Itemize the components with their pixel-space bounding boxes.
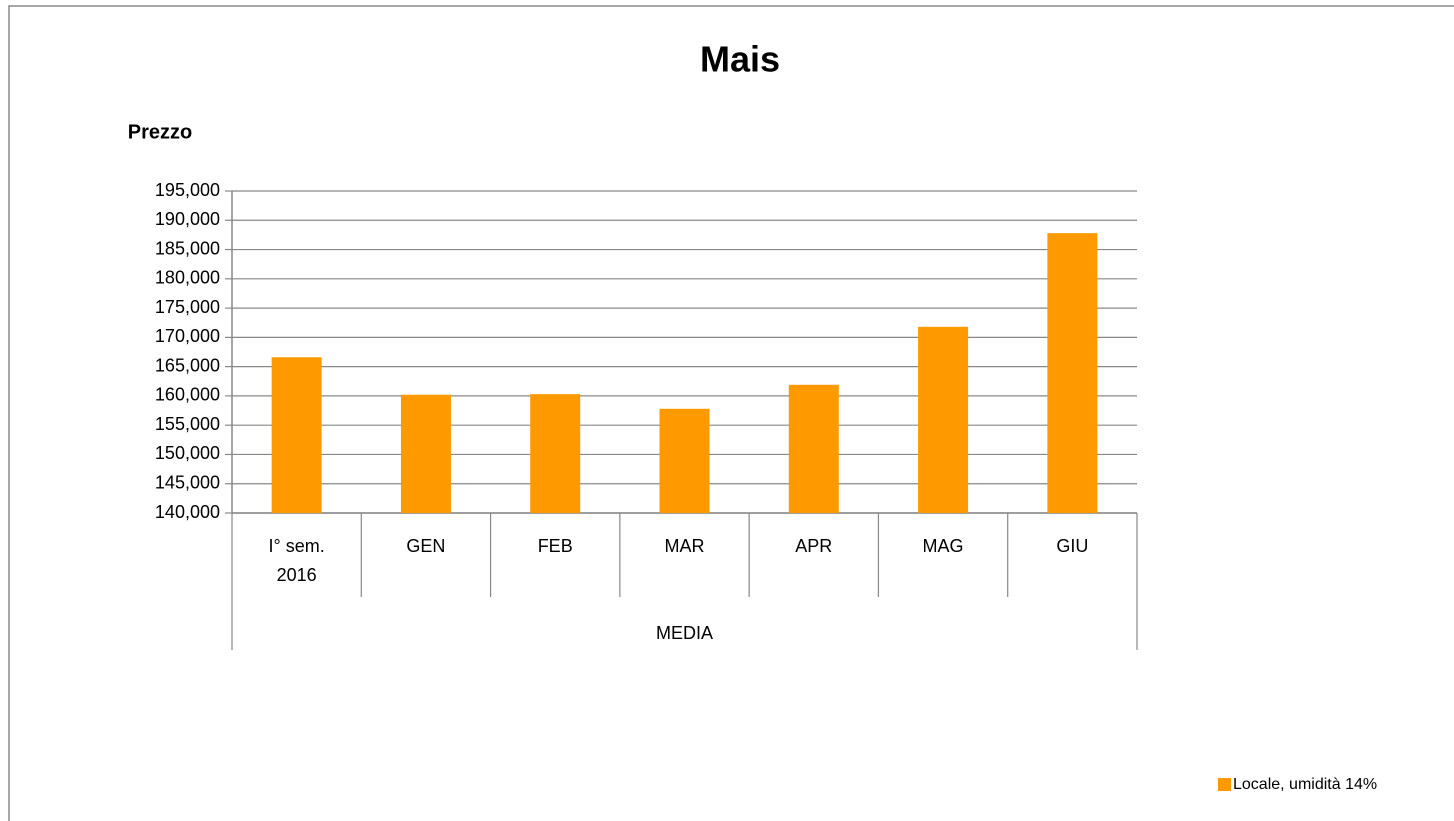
bar: [530, 394, 581, 513]
y-tick-label: 145,000: [155, 472, 220, 492]
x-tick-label: I° sem. 2016: [268, 536, 325, 585]
y-tick-label: 185,000: [155, 238, 220, 258]
bar: [918, 326, 969, 513]
y-tick-label: 170,000: [155, 326, 220, 346]
x-tick-label: MAR: [664, 536, 705, 556]
x-tick-label: FEB: [537, 536, 573, 556]
bar: [788, 384, 839, 513]
chart-title: Mais: [700, 39, 780, 80]
x-tick-label: APR: [795, 536, 833, 556]
bar: [659, 408, 710, 513]
x-tick-label: GIU: [1056, 536, 1089, 556]
y-tick-label: 175,000: [155, 297, 220, 317]
x-tick-label: GEN: [406, 536, 446, 556]
chart-border: [8, 5, 1454, 821]
y-tick-label: 180,000: [155, 268, 220, 288]
y-tick-label: 190,000: [155, 209, 220, 229]
y-tick-label: 165,000: [155, 355, 220, 375]
y-tick-label: 140,000: [155, 502, 220, 522]
bar: [1047, 233, 1098, 514]
y-tick-label: 160,000: [155, 385, 220, 405]
y-tick-label: 155,000: [155, 414, 220, 434]
group-label: MEDIA: [656, 623, 713, 643]
bar: [400, 394, 451, 513]
y-tick-label: 150,000: [155, 443, 220, 463]
bar: [271, 357, 322, 513]
x-tick-label: MAG: [922, 536, 964, 556]
legend-swatch: [1218, 778, 1231, 791]
y-axis-label: Prezzo: [128, 121, 192, 143]
legend-label: Locale, umidità 14%: [1233, 776, 1377, 793]
y-tick-label: 195,000: [155, 180, 220, 200]
